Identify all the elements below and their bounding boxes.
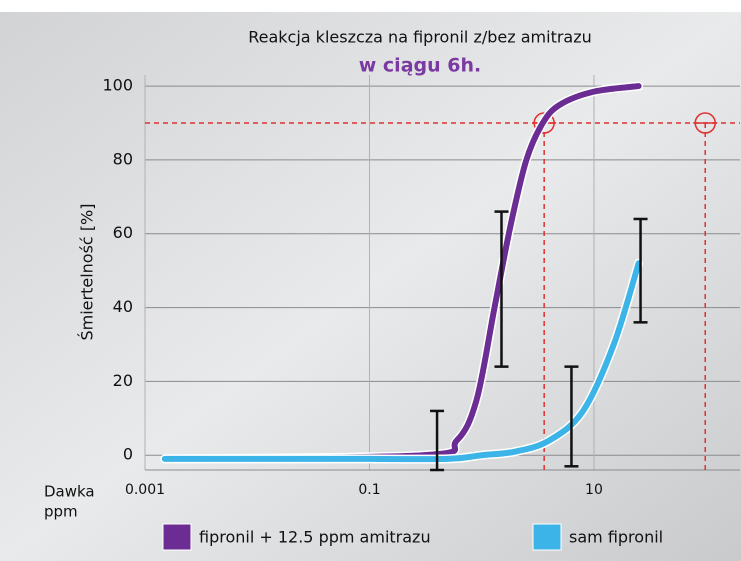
- line: [161, 260, 642, 463]
- y-tick-label: 20: [113, 371, 133, 390]
- x-tick-label: 10: [585, 482, 603, 498]
- x-axis-label: ppm: [44, 503, 78, 521]
- legend-swatch: [162, 523, 192, 551]
- error-bar: [430, 409, 445, 472]
- y-tick-label: 40: [113, 297, 133, 316]
- chart-subtitle: w ciągu 6h.: [359, 55, 481, 77]
- chart-title: Reakcja kleszcza na fipronil z/bez amitr…: [248, 28, 592, 47]
- x-tick-label: 0.1: [358, 482, 380, 498]
- error-bar: [633, 217, 648, 324]
- y-tick-label: 100: [102, 76, 133, 95]
- error-bar: [494, 210, 509, 368]
- x-axis-label: Dawka: [44, 483, 95, 501]
- legend-swatch: [532, 523, 562, 551]
- y-tick-label: 60: [113, 223, 133, 242]
- y-tick-label: 0: [123, 445, 133, 464]
- y-tick-label: 80: [113, 149, 133, 168]
- x-tick-label: 0.001: [125, 482, 165, 498]
- y-axis-label: Śmiertelność [%]: [78, 203, 97, 340]
- legend-label: sam fipronil: [569, 528, 663, 547]
- legend-label: fipronil + 12.5 ppm amitrazu: [199, 528, 431, 547]
- error-bar: [564, 365, 579, 468]
